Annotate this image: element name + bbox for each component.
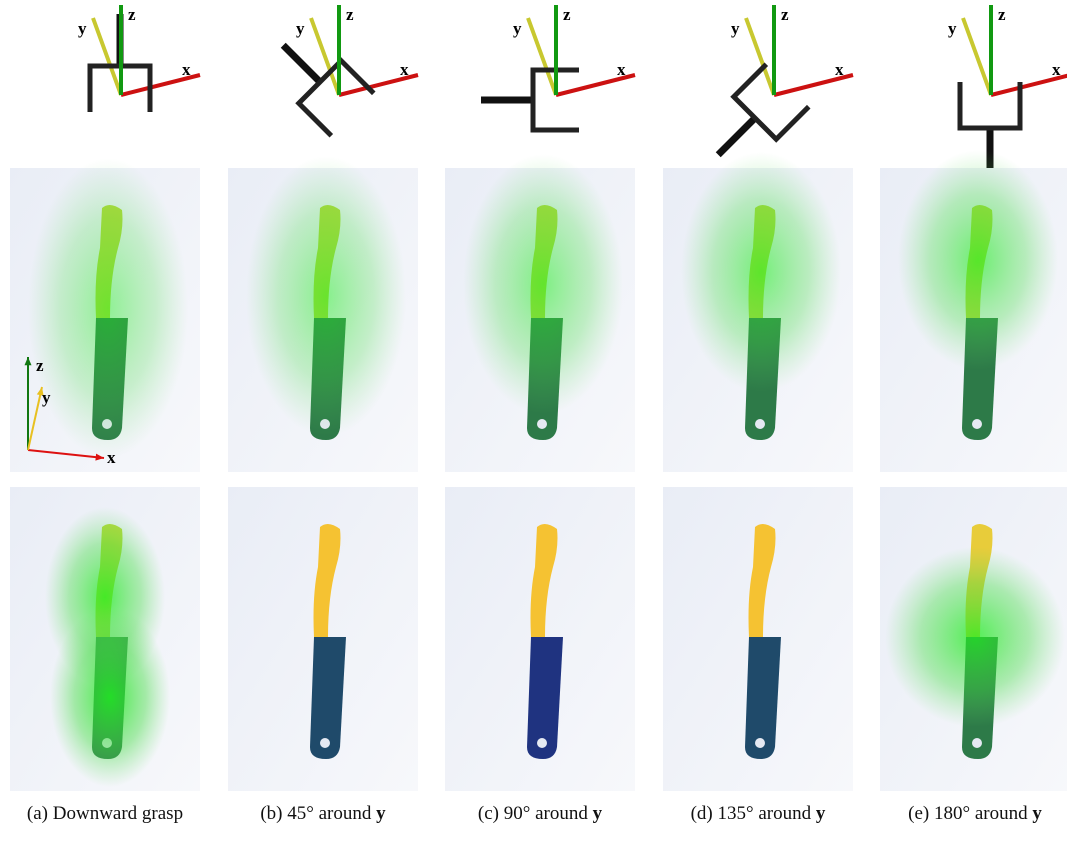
knife-hole (755, 738, 765, 748)
knife-hole (320, 738, 330, 748)
gripper-stem (283, 45, 320, 82)
heat-glow (898, 150, 1058, 370)
heatmap-image (880, 487, 1067, 791)
heat-glow (28, 158, 188, 458)
knife-hole (972, 738, 982, 748)
knife-hole (972, 419, 982, 429)
x-label: x (1052, 60, 1061, 79)
z-label: z (781, 5, 789, 24)
heat-glow (246, 156, 406, 436)
y-label: y (296, 19, 305, 38)
caption-axis: y (593, 803, 603, 824)
caption-text: Downward grasp (53, 803, 183, 824)
y-label: y (731, 19, 740, 38)
knife-hole (537, 419, 547, 429)
y-label: y (513, 19, 522, 38)
caption: (a) Downward grasp (5, 800, 205, 828)
caption-label: (c) (478, 803, 499, 824)
heat-glow (50, 607, 170, 787)
z-label: z (128, 5, 136, 24)
frame-diagram: x y z (262, 5, 418, 136)
heat-glow (463, 154, 623, 414)
knife-hole (755, 419, 765, 429)
heatmap-image (228, 487, 418, 791)
y-axis (963, 18, 991, 95)
figure: xyzxyzxyzxyzxyzxyz (0, 0, 1067, 861)
inset-z-label: z (36, 356, 44, 375)
z-label: z (998, 5, 1006, 24)
x-label: x (400, 60, 409, 79)
x-label: x (835, 60, 844, 79)
inset-y-label: y (42, 388, 51, 407)
x-label: x (617, 60, 626, 79)
page: xyzxyzxyzxyzxyzxyz (() => { const data =… (0, 0, 1067, 861)
caption-axis: y (1032, 803, 1042, 824)
heat-glow (885, 547, 1065, 727)
y-label: y (78, 19, 87, 38)
caption-axis: y (376, 803, 386, 824)
heatmap-image (663, 152, 853, 472)
caption: (d) 135° around y (658, 800, 858, 828)
frame-diagram: x y z (78, 5, 200, 112)
caption: (c) 90° around y (440, 800, 640, 828)
knife-hole (537, 738, 547, 748)
inset-x-label: x (107, 448, 116, 467)
heatmap-image (445, 154, 635, 472)
frame-diagram: x y z (697, 5, 853, 176)
gripper (481, 70, 579, 130)
heatmap-image (445, 487, 635, 791)
caption-label: (e) (908, 803, 929, 824)
x-label: x (182, 60, 191, 79)
caption-text: 180° around (934, 803, 1028, 824)
heatmap-image (10, 158, 200, 472)
heatmap-image (663, 487, 853, 791)
caption-label: (a) (27, 803, 48, 824)
heatmap-image (10, 487, 200, 791)
heat-glow (681, 152, 841, 392)
heatmap-image (228, 156, 418, 472)
z-label: z (346, 5, 354, 24)
caption-label: (b) (260, 803, 282, 824)
caption-text: 90° around (504, 803, 588, 824)
z-label: z (563, 5, 571, 24)
y-label: y (948, 19, 957, 38)
frame-diagram: x y z (481, 5, 635, 130)
caption: (b) 45° around y (223, 800, 423, 828)
heatmap-image (880, 150, 1067, 472)
gripper-stem (718, 118, 755, 155)
caption-label: (d) (691, 803, 713, 824)
caption-axis: y (816, 803, 826, 824)
caption: (e) 180° around y (875, 800, 1067, 828)
caption-text: 135° around (718, 803, 812, 824)
caption-text: 45° around (287, 803, 371, 824)
